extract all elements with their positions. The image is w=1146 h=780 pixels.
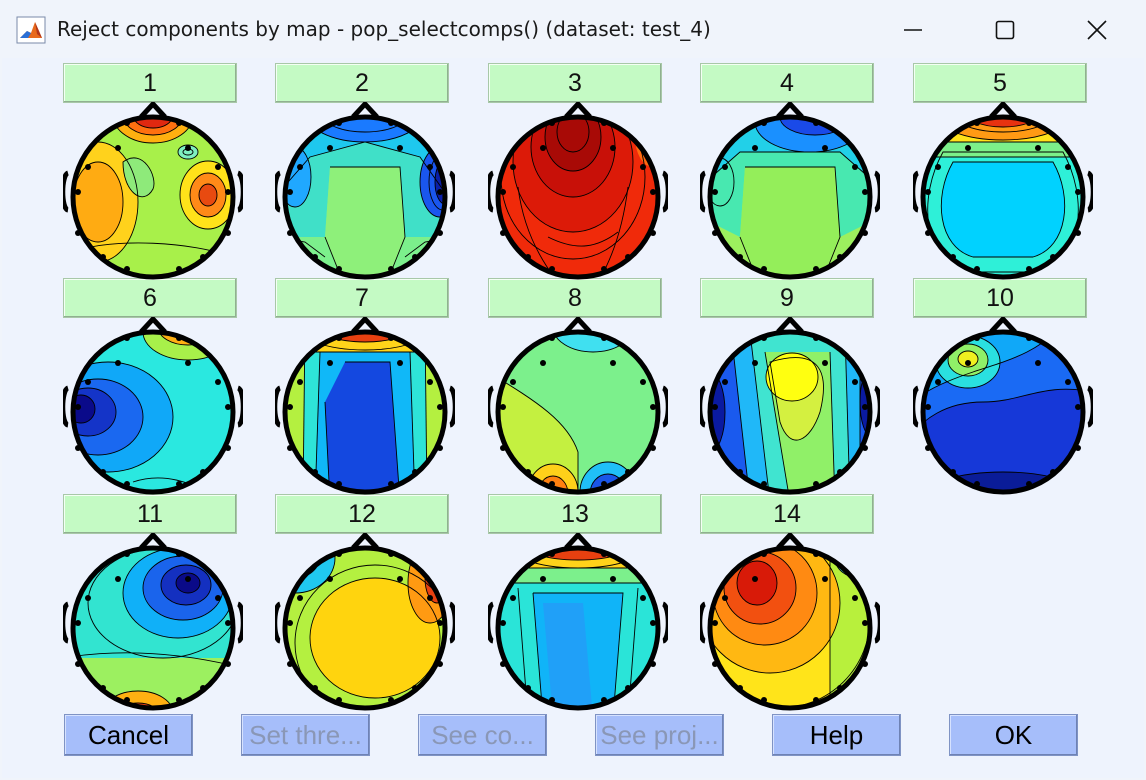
maximize-button[interactable] <box>970 4 1040 56</box>
component-2-topomap[interactable] <box>275 102 455 292</box>
component-13-button[interactable]: 13 <box>488 494 662 534</box>
close-icon <box>1087 20 1107 40</box>
component-12-topomap[interactable] <box>275 533 455 723</box>
component-9-button[interactable]: 9 <box>700 278 874 318</box>
component-3-button[interactable]: 3 <box>488 63 662 103</box>
title-bar: Reject components by map - pop_selectcom… <box>0 0 1146 60</box>
help-button[interactable]: Help <box>772 714 901 756</box>
component-11-button[interactable]: 11 <box>63 494 237 534</box>
maximize-icon <box>995 20 1015 40</box>
component-13-topomap[interactable] <box>488 533 668 723</box>
window-title: Reject components by map - pop_selectcom… <box>57 17 711 41</box>
component-7-topomap[interactable] <box>275 317 455 507</box>
component-6-topomap[interactable] <box>63 317 243 507</box>
cancel-button[interactable]: Cancel <box>64 714 193 756</box>
component-4-topomap[interactable] <box>700 102 880 292</box>
component-8-topomap[interactable] <box>488 317 668 507</box>
ok-button[interactable]: OK <box>949 714 1078 756</box>
component-7-button[interactable]: 7 <box>275 278 449 318</box>
close-button[interactable] <box>1062 4 1132 56</box>
component-8-button[interactable]: 8 <box>488 278 662 318</box>
component-10-topomap[interactable] <box>913 317 1093 507</box>
see-projection-button[interactable]: See proj... <box>595 714 724 756</box>
set-threshold-button[interactable]: Set thre... <box>241 714 370 756</box>
component-3-topomap[interactable] <box>488 102 668 292</box>
component-12-button[interactable]: 12 <box>275 494 449 534</box>
component-5-button[interactable]: 5 <box>913 63 1087 103</box>
minimize-icon <box>904 29 922 31</box>
matlab-icon <box>16 16 46 44</box>
component-9-topomap[interactable] <box>700 317 880 507</box>
component-1-topomap[interactable] <box>63 102 243 292</box>
component-4-button[interactable]: 4 <box>700 63 874 103</box>
component-1-button[interactable]: 1 <box>63 63 237 103</box>
component-14-topomap[interactable] <box>700 533 880 723</box>
component-11-topomap[interactable] <box>63 533 243 723</box>
component-6-button[interactable]: 6 <box>63 278 237 318</box>
see-components-button[interactable]: See co... <box>418 714 547 756</box>
component-2-button[interactable]: 2 <box>275 63 449 103</box>
component-10-button[interactable]: 10 <box>913 278 1087 318</box>
component-14-button[interactable]: 14 <box>700 494 874 534</box>
minimize-button[interactable] <box>878 4 948 56</box>
component-5-topomap[interactable] <box>913 102 1093 292</box>
